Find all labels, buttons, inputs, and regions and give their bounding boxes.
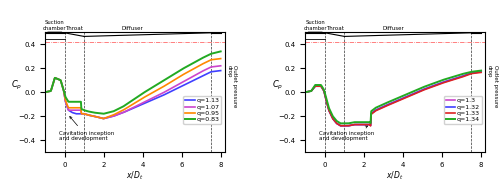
q=0.95 — [218, 57, 224, 60]
q=1.07 — [186, 77, 192, 79]
q=1.34 — [447, 77, 453, 79]
q=1.33 — [302, 91, 308, 93]
q=1.3 — [338, 125, 344, 127]
q=1.3 — [474, 71, 480, 73]
q=1.07 — [147, 98, 153, 100]
q=1.33 — [408, 95, 414, 97]
Line: q=1.07: q=1.07 — [45, 66, 220, 118]
Text: Suction
chamber: Suction chamber — [304, 20, 327, 31]
Line: q=1.34: q=1.34 — [306, 71, 481, 123]
q=1.3 — [478, 71, 484, 73]
q=1.3 — [302, 91, 308, 93]
q=1.07 — [214, 65, 220, 67]
q=0.83 — [147, 88, 153, 90]
q=1.33 — [368, 125, 374, 127]
q=1.32 — [408, 94, 414, 96]
q=1.07 — [126, 109, 132, 111]
q=1.32 — [386, 103, 392, 105]
Text: Outlet pressure
drop: Outlet pressure drop — [487, 65, 498, 107]
q=0.83 — [42, 91, 48, 93]
q=0.83 — [138, 94, 143, 96]
Text: Diffuser: Diffuser — [122, 26, 144, 31]
q=1.07 — [218, 65, 224, 67]
Line: q=1.13: q=1.13 — [45, 71, 220, 118]
Legend: q=1.3, q=1.32, q=1.33, q=1.34: q=1.3, q=1.32, q=1.33, q=1.34 — [444, 96, 482, 124]
q=1.34 — [302, 91, 308, 93]
Line: q=1.33: q=1.33 — [306, 72, 481, 126]
q=1.33 — [398, 99, 404, 101]
q=0.95 — [138, 98, 143, 101]
q=1.34 — [474, 70, 480, 72]
q=0.95 — [127, 105, 133, 107]
q=1.33 — [388, 103, 394, 105]
Line: q=1.32: q=1.32 — [306, 72, 481, 126]
q=1.13 — [138, 104, 143, 106]
Line: q=0.83: q=0.83 — [45, 51, 220, 114]
q=1.32 — [302, 91, 308, 93]
Text: Throat: Throat — [326, 26, 344, 31]
q=1.34 — [338, 122, 344, 124]
q=1.07 — [138, 103, 143, 105]
q=0.83 — [218, 50, 224, 52]
q=1.13 — [214, 70, 220, 72]
q=1.34 — [478, 69, 484, 72]
q=0.95 — [186, 70, 192, 72]
q=1.32 — [398, 98, 404, 100]
q=1.33 — [447, 80, 453, 82]
q=1.07 — [100, 117, 106, 120]
q=1.07 — [42, 91, 48, 93]
q=1.32 — [388, 103, 394, 105]
q=1.34 — [386, 101, 392, 103]
q=1.13 — [186, 81, 192, 83]
X-axis label: $x/D_t$: $x/D_t$ — [126, 169, 144, 179]
q=1.13 — [127, 109, 133, 111]
q=1.13 — [147, 100, 153, 102]
q=1.3 — [398, 98, 404, 100]
q=1.3 — [447, 79, 453, 81]
q=1.13 — [42, 91, 48, 93]
q=1.07 — [127, 108, 133, 110]
q=1.32 — [478, 71, 484, 73]
X-axis label: $x/D_t$: $x/D_t$ — [386, 169, 404, 179]
Y-axis label: $C_p$: $C_p$ — [272, 79, 283, 92]
Text: Cavitation inception
and development: Cavitation inception and development — [58, 117, 114, 141]
q=0.95 — [100, 117, 106, 120]
q=0.95 — [126, 106, 132, 108]
q=1.33 — [474, 72, 480, 74]
q=0.83 — [100, 113, 106, 115]
q=1.34 — [388, 100, 394, 102]
q=1.3 — [408, 94, 414, 96]
q=1.34 — [408, 92, 414, 94]
Text: Outlet pressure
drop: Outlet pressure drop — [226, 65, 237, 107]
q=0.95 — [42, 91, 48, 93]
q=0.83 — [127, 101, 133, 103]
q=1.13 — [126, 109, 132, 111]
q=0.95 — [214, 58, 220, 60]
q=1.32 — [447, 79, 453, 81]
q=1.13 — [218, 69, 224, 72]
q=1.34 — [398, 96, 404, 98]
Y-axis label: $C_p$: $C_p$ — [11, 79, 22, 92]
Legend: q=1.13, q=1.07, q=0.95, q=0.83: q=1.13, q=1.07, q=0.95, q=0.83 — [184, 96, 222, 124]
q=0.83 — [214, 51, 220, 54]
Line: q=1.3: q=1.3 — [306, 72, 481, 126]
Text: Diffuser: Diffuser — [382, 26, 404, 31]
q=1.32 — [338, 125, 344, 127]
Text: Throat: Throat — [66, 26, 83, 31]
Text: Suction
chamber: Suction chamber — [43, 20, 66, 31]
q=1.13 — [100, 117, 106, 120]
q=1.33 — [478, 71, 484, 73]
q=0.95 — [147, 93, 153, 95]
q=1.3 — [386, 103, 392, 105]
q=1.33 — [386, 104, 392, 106]
Line: q=0.95: q=0.95 — [45, 59, 220, 118]
Text: Cavitation inception
and development: Cavitation inception and development — [319, 126, 374, 141]
q=0.83 — [186, 64, 192, 66]
q=1.32 — [474, 71, 480, 73]
q=0.83 — [126, 102, 132, 104]
q=1.3 — [388, 103, 394, 105]
